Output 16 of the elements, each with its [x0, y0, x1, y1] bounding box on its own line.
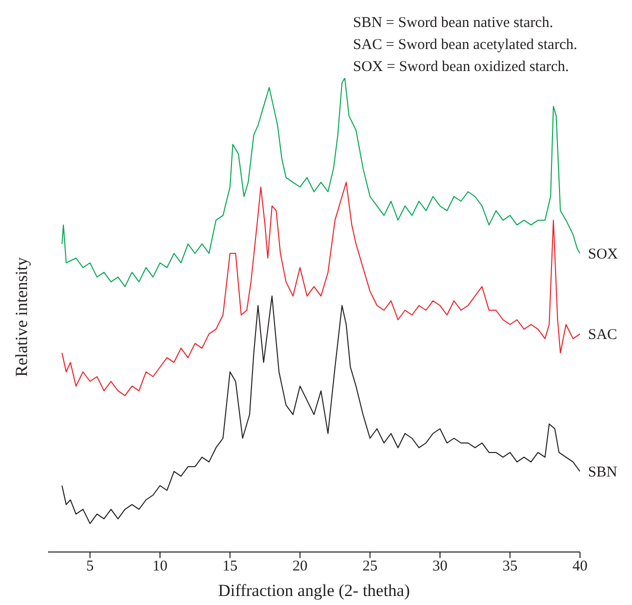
series-label: SBN	[588, 464, 618, 480]
y-axis-title: Relative intensity	[12, 257, 32, 377]
text: SOX = Sword bean oxidized starch.	[353, 58, 570, 77]
x-tick-label: 25	[362, 558, 378, 575]
x-tick-label: 30	[432, 558, 448, 575]
x-tick-label: 5	[86, 558, 94, 575]
x-tick-label: 40	[572, 558, 588, 575]
series-label: SAC	[588, 326, 618, 343]
x-tick-label: 10	[152, 558, 168, 575]
x-tick-label: 15	[222, 558, 238, 575]
text: SAC = Sword bean acetylated starch.	[353, 36, 578, 55]
x-tick-label: 35	[502, 558, 518, 575]
text: SBN = Sword bean native starch.	[353, 14, 554, 33]
x-axis-title: Diffraction angle (2- thetha)	[218, 581, 410, 600]
series-label: SOX	[588, 246, 618, 262]
x-tick-label: 20	[292, 558, 308, 575]
